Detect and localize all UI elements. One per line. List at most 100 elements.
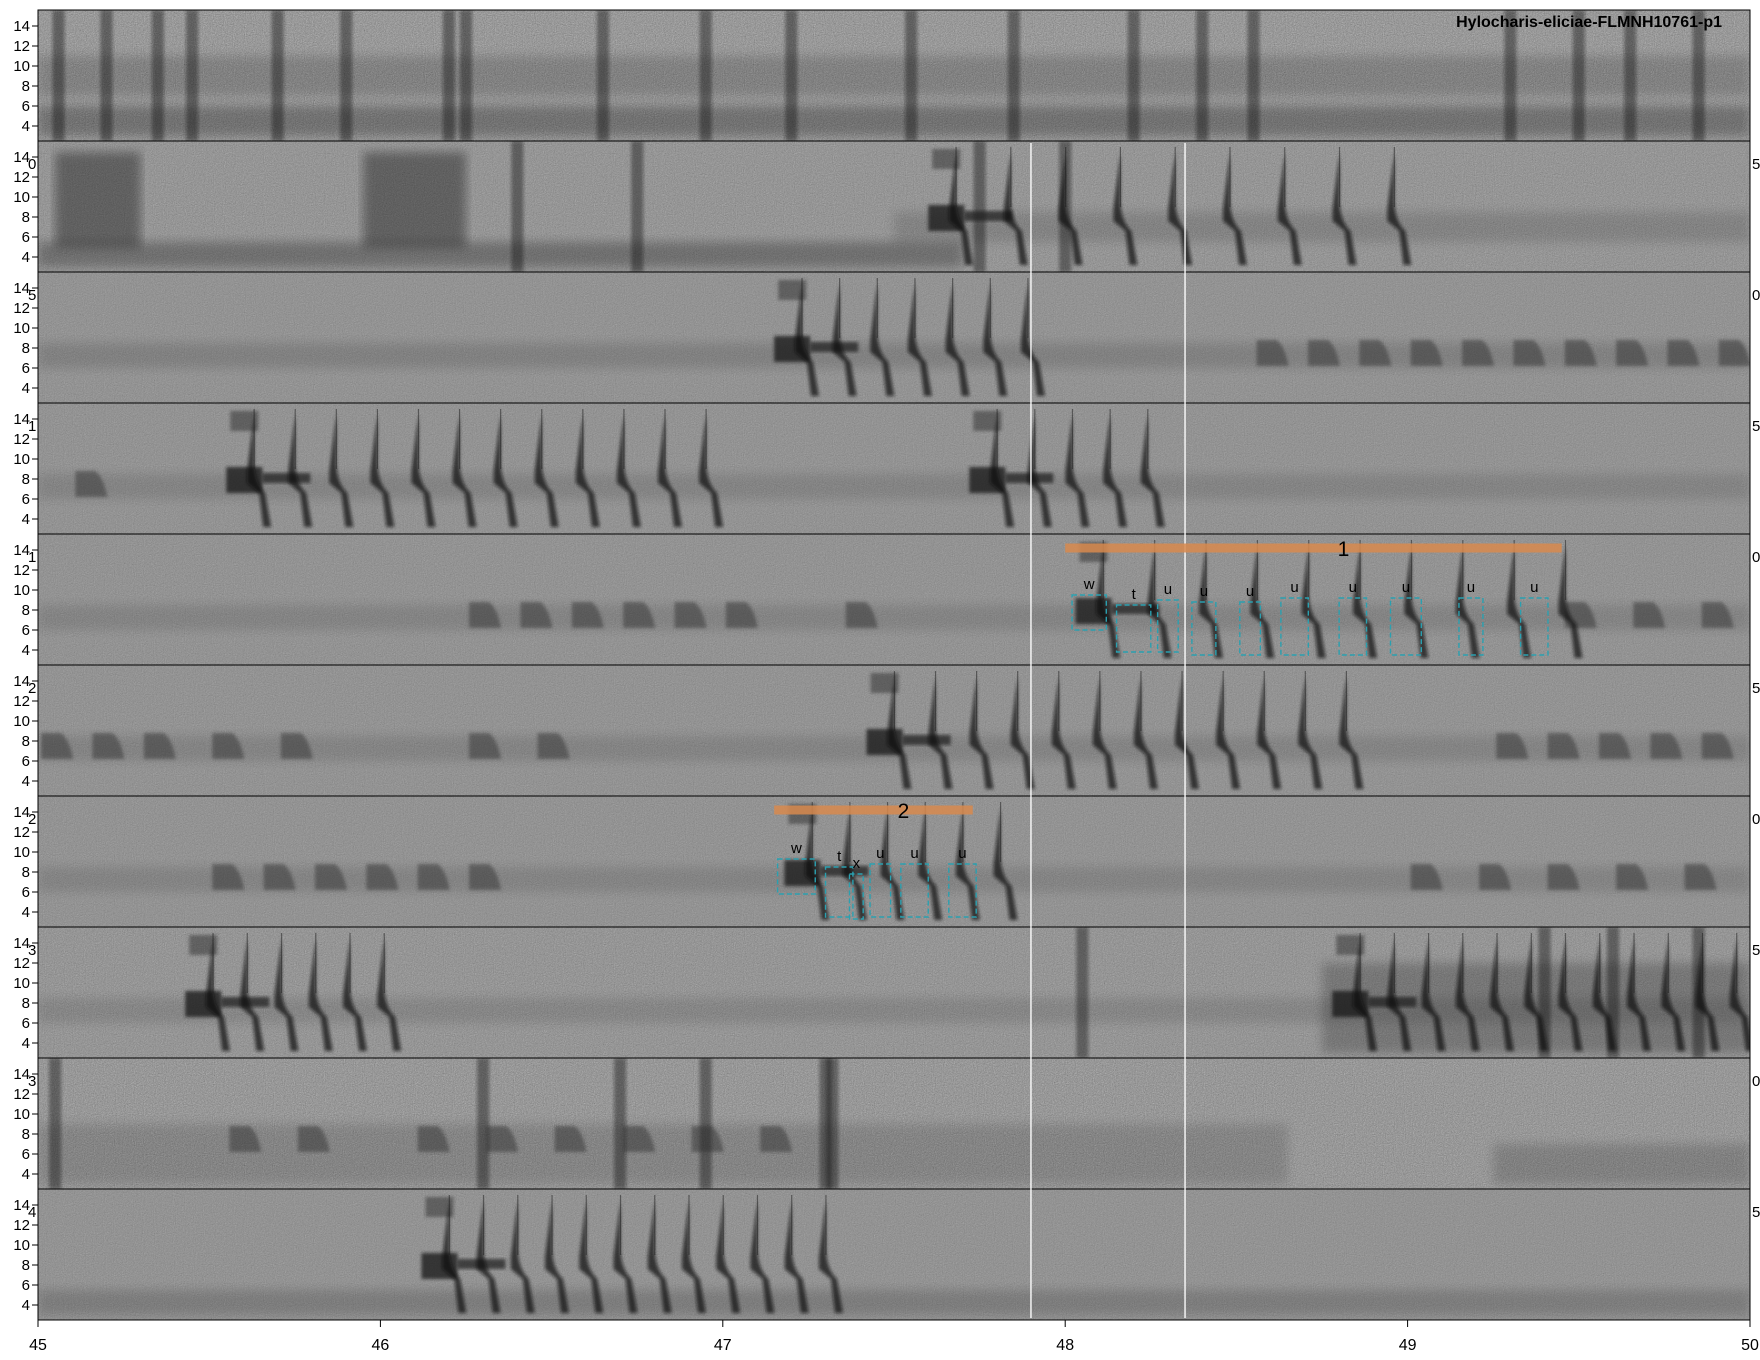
call-note-faint: [280, 733, 313, 759]
broadband-click: [614, 1058, 627, 1189]
call-note-faint: [1701, 733, 1734, 759]
row-end-label: 0: [1752, 287, 1760, 304]
call-note-faint: [469, 864, 502, 890]
note-selection-box: [1280, 597, 1310, 656]
call-note-faint: [1410, 864, 1443, 890]
row-start-label: 5: [28, 287, 36, 304]
call-note-faint: [1479, 864, 1512, 890]
song-note: [1103, 414, 1128, 527]
y-tick-label: 12: [13, 824, 30, 841]
x-tick-label: 48: [1056, 1337, 1074, 1354]
song-note: [1301, 545, 1326, 658]
y-tick-label: 14: [13, 673, 30, 690]
song-note: [442, 1200, 467, 1313]
note-type-label: u: [1200, 583, 1208, 600]
y-tick-label: 12: [13, 1086, 30, 1103]
y-tick-label: 4: [22, 773, 30, 790]
call-note-faint: [486, 1126, 519, 1152]
x-tick-label: 47: [714, 1337, 732, 1354]
broadband-click: [460, 10, 472, 141]
spectrogram-row: [37, 795, 1751, 928]
spectrogram-row: [37, 402, 1751, 535]
y-tick-label: 6: [22, 622, 30, 639]
song-note: [907, 283, 932, 396]
y-tick-label: 14: [13, 1066, 30, 1083]
song-note: [794, 283, 819, 396]
song-harmonic: [778, 280, 807, 300]
y-tick-label: 10: [13, 58, 30, 75]
song-note: [1216, 676, 1241, 789]
song-note: [1175, 676, 1200, 789]
call-note-faint: [623, 602, 656, 628]
note-type-label: u: [1164, 581, 1172, 598]
spectrogram-row: [37, 1188, 1751, 1321]
song-harmonic: [425, 1197, 454, 1217]
song-note: [918, 807, 943, 920]
row-start-label: 1: [28, 418, 36, 435]
row-start-label: 3: [28, 1073, 36, 1090]
song-note: [1168, 152, 1193, 265]
broadband-click: [271, 10, 284, 141]
song-note: [575, 414, 600, 527]
broadband-click: [1692, 10, 1705, 141]
y-tick-label: 6: [22, 98, 30, 115]
call-note-faint: [417, 864, 450, 890]
song-note: [1404, 545, 1429, 658]
row-start-label: 2: [28, 811, 36, 828]
song-note: [1421, 938, 1446, 1051]
broadband-click: [699, 1058, 712, 1189]
broadband-click: [49, 1058, 62, 1189]
note-type-label: u: [876, 845, 884, 862]
song-note: [784, 1200, 809, 1313]
broadband-click: [699, 10, 712, 141]
call-note-faint: [143, 733, 176, 759]
song-note: [288, 414, 313, 527]
energy-band: [363, 152, 466, 247]
call-note-faint: [1616, 864, 1649, 890]
note-type-label: w: [790, 840, 802, 857]
call-note-faint: [92, 733, 125, 759]
y-tick-label: 10: [13, 844, 30, 861]
note-type-label: u: [910, 845, 918, 862]
broadband-click: [511, 141, 524, 272]
song-note: [1003, 152, 1028, 265]
axes: Hylocharis-eliciae-FLMNH10761-p1 4681012…: [13, 14, 1760, 1354]
broadband-click: [1007, 10, 1020, 141]
song-note: [955, 807, 980, 920]
broadband-click: [186, 10, 199, 141]
call-note-faint: [41, 733, 74, 759]
spectrogram-row: [37, 533, 1751, 666]
broadband-click: [477, 1058, 490, 1189]
y-tick-label: 10: [13, 713, 30, 730]
song-note: [658, 414, 683, 527]
row-start-label: 1: [28, 549, 36, 566]
spectrogram-row: [37, 140, 1751, 273]
broadband-click: [442, 10, 455, 141]
call-note-faint: [725, 602, 758, 628]
song-note: [1490, 938, 1515, 1051]
energy-band: [38, 56, 1750, 96]
call-note-faint: [212, 864, 245, 890]
x-tick-label: 50: [1741, 1337, 1759, 1354]
broadband-click: [151, 10, 164, 141]
note-selection-box: [869, 863, 892, 918]
call-note-faint: [366, 864, 399, 890]
song-note: [1298, 676, 1323, 789]
call-note-faint: [571, 602, 604, 628]
y-tick-label: 6: [22, 1277, 30, 1294]
song-note: [750, 1200, 775, 1313]
spectrogram-noise: [38, 796, 1750, 927]
song-harmonic: [932, 149, 961, 169]
note-type-label: x: [853, 855, 861, 872]
song-note: [1729, 938, 1750, 1051]
song-harmonic: [230, 411, 259, 431]
y-tick-label: 8: [22, 602, 30, 619]
song-note: [240, 938, 265, 1051]
call-note-faint: [469, 733, 502, 759]
y-tick-label: 6: [22, 229, 30, 246]
broadband-click: [1247, 10, 1260, 141]
call-note-faint: [75, 471, 108, 497]
note-type-label: u: [1402, 579, 1410, 596]
note-selection-box: [776, 858, 816, 895]
y-tick-label: 6: [22, 884, 30, 901]
